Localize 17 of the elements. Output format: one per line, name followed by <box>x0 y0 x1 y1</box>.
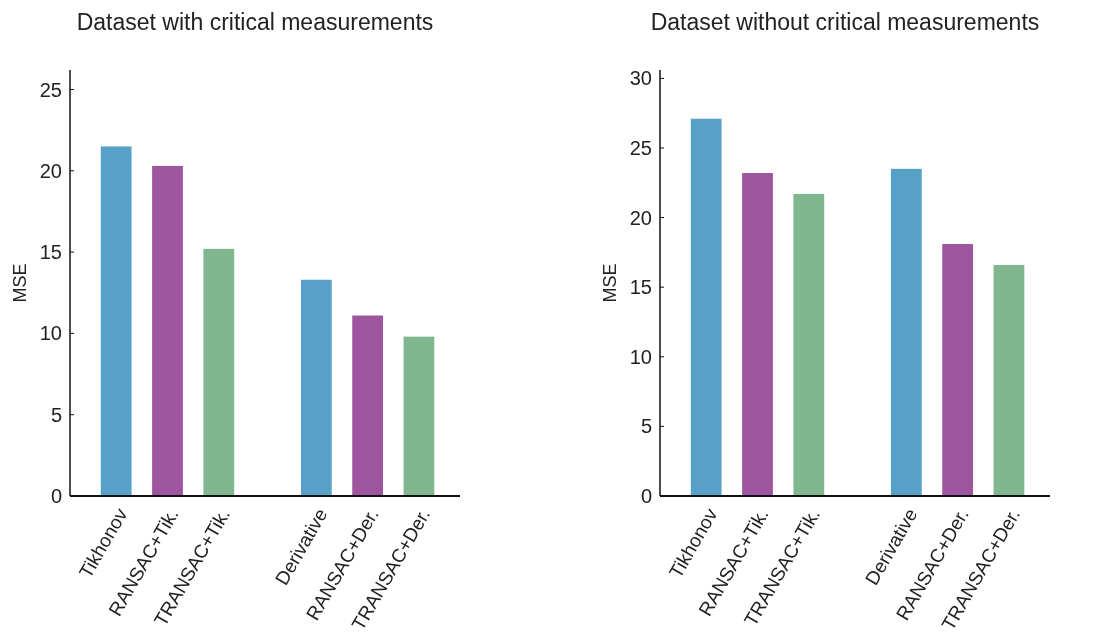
chart-title: Dataset with critical measurements <box>76 9 434 35</box>
y-tick-label: 0 <box>640 485 652 507</box>
y-axis-title: MSE <box>10 263 30 303</box>
chart-title: Dataset without critical measurements <box>650 9 1040 35</box>
y-tick-label: 5 <box>640 415 652 438</box>
y-tick-label: 20 <box>629 206 652 229</box>
y-tick-label: 15 <box>39 241 62 264</box>
y-tick-label: 10 <box>39 322 62 345</box>
y-tick-label: 25 <box>39 78 62 101</box>
y-tick-label: 5 <box>50 403 62 426</box>
y-tick-label: 10 <box>629 345 652 368</box>
y-tick-label: 30 <box>629 67 652 90</box>
y-tick-label: 0 <box>50 485 62 507</box>
y-tick-label: 20 <box>39 159 62 182</box>
y-tick-label: 25 <box>629 136 652 159</box>
y-axis-title: MSE <box>600 263 620 303</box>
y-tick-label: 15 <box>629 276 652 299</box>
